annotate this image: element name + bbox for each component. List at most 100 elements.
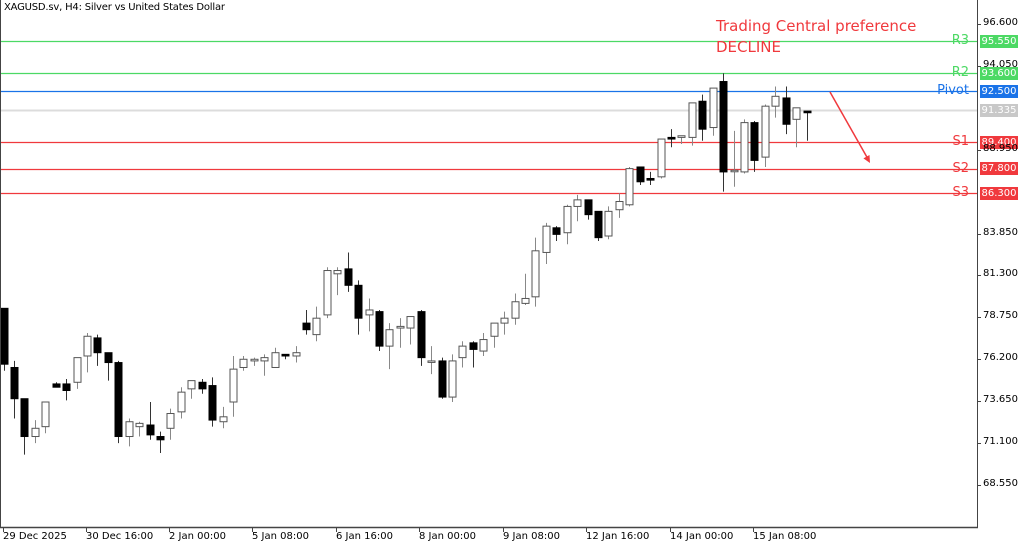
bearish-candle [198,381,207,390]
bullish-candle [187,380,196,390]
bearish-candle [417,311,426,359]
bearish-candle [636,166,645,183]
bullish-candle [490,322,499,337]
bullish-candle [229,368,238,403]
bullish-candle [573,199,582,207]
bullish-candle [709,87,718,129]
bearish-candle [803,110,812,114]
bullish-candle [531,250,540,298]
y-tick-label: 71.100 [983,436,1018,448]
arrow-head-icon [863,155,870,163]
bullish-candle [448,360,457,398]
level-label-r3: R3 [951,33,969,49]
bullish-candle [292,352,301,357]
bullish-candle [239,358,248,368]
bearish-candle [208,385,217,421]
level-label-s1: S1 [952,134,969,150]
bullish-candle [688,102,697,138]
bearish-candle [302,322,311,331]
bearish-candle [20,398,29,438]
bullish-candle [657,138,666,178]
y-tick-label: 83.850 [983,226,1018,238]
bullish-candle [625,168,634,206]
bearish-candle [10,366,19,400]
bullish-candle [542,225,551,253]
chart-title: XAGUSD.sv, H4: Silver vs United States D… [4,2,225,13]
y-tick-label: 94.050 [983,58,1018,70]
bullish-candle [135,422,144,428]
bullish-candle [521,297,530,304]
bearish-candle [698,100,707,130]
bearish-candle [719,81,728,173]
bearish-candle [375,311,384,347]
bullish-candle [406,316,415,329]
bearish-candle [594,210,603,239]
bullish-candle [83,335,92,357]
bullish-candle [792,107,801,120]
bullish-candle [771,95,780,107]
bullish-candle [427,360,436,363]
level-label-s3: S3 [952,185,969,201]
bullish-candle [73,357,82,383]
bearish-candle [104,352,113,364]
bullish-candle [677,135,686,138]
x-tick-label: 2 Jan 00:00 [169,531,226,542]
y-tick-label: 68.550 [983,478,1018,489]
bearish-candle [667,136,676,140]
bullish-candle [761,105,770,158]
bearish-candle [62,383,71,391]
bullish-candle [500,317,509,324]
bearish-candle [552,227,561,235]
x-tick-label: 14 Jan 00:00 [670,531,734,542]
bullish-candle [511,301,520,319]
level-label-r2: R2 [951,65,969,81]
level-price-tag-pivot: 92.500 [980,84,1018,98]
level-price-tag-s3: 86.300 [980,186,1018,200]
bullish-candle [396,325,405,329]
preference-value: DECLINE [716,38,781,56]
bearish-candle [782,97,791,125]
bearish-candle [469,342,478,350]
bullish-candle [271,352,280,368]
x-tick-label: 8 Jan 00:00 [419,531,476,542]
bearish-candle [750,122,759,161]
bearish-candle [646,177,655,181]
bearish-candle [354,284,363,319]
bullish-candle [177,391,186,413]
bullish-candle [604,210,613,237]
bullish-candle [385,329,394,347]
trading-central-label: Trading Central preference [716,17,917,35]
bearish-candle [156,436,165,441]
bullish-candle [125,421,134,438]
bearish-candle [438,360,447,398]
x-tick-label: 30 Dec 16:00 [86,531,154,542]
current-price-tag: 91.335 [980,104,1018,118]
bullish-candle [563,205,572,234]
y-tick-label: 81.300 [983,268,1018,280]
bullish-candle [166,413,175,429]
bullish-candle [250,358,259,362]
bearish-candle [114,362,123,438]
level-price-tag-r2: 93.600 [980,66,1018,80]
bullish-candle [479,339,488,352]
y-tick-label: 73.650 [983,394,1018,406]
bullish-candle [260,357,269,362]
x-tick-label: 15 Jan 08:00 [753,531,817,542]
bearish-candle [93,337,102,354]
x-tick-label: 12 Jan 16:00 [586,531,650,542]
x-tick-label: 5 Jan 08:00 [252,531,309,542]
level-label-s2: S2 [952,160,969,176]
bullish-candle [365,309,374,316]
bearish-candle [584,199,593,216]
bullish-candle [333,270,342,275]
y-tick-label: 96.600 [983,17,1018,28]
level-label-pivot: Pivot [937,83,969,99]
decline-arrow [829,91,869,160]
y-tick-label: 88.950 [983,142,1018,154]
x-tick-label: 9 Jan 08:00 [503,531,560,542]
y-tick-label: 76.200 [983,352,1018,364]
level-price-tag-r3: 95.550 [980,34,1018,48]
bearish-candle [52,383,61,388]
